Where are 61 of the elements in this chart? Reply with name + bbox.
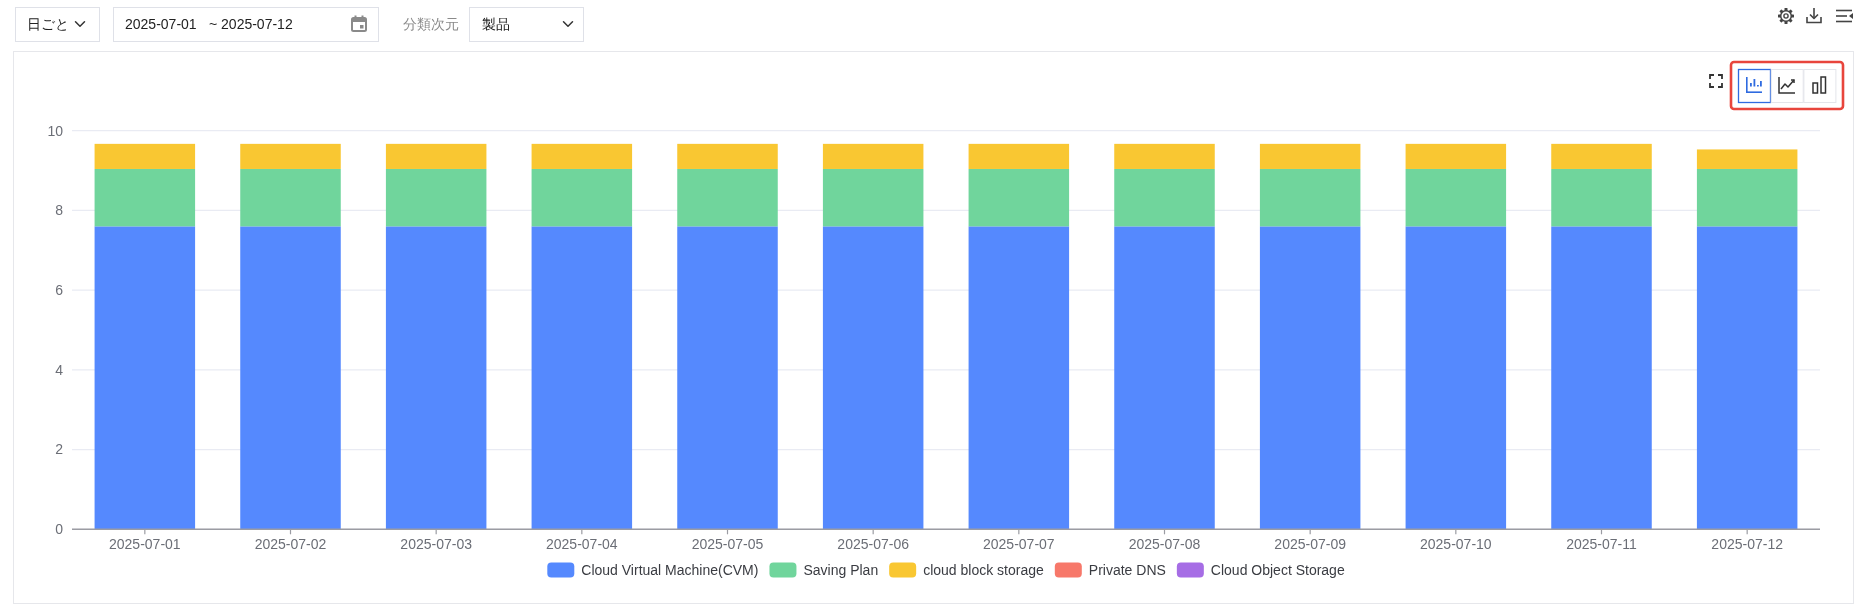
bar xyxy=(1259,143,1361,169)
y-tick-label: 2 xyxy=(55,441,64,458)
x-tick-label: 2025-07-10 xyxy=(1420,535,1492,552)
bar xyxy=(240,226,341,530)
bar xyxy=(385,143,487,169)
x-tick-label: 2025-07-04 xyxy=(546,535,618,552)
y-tick-label: 6 xyxy=(55,282,64,299)
bar xyxy=(1551,143,1652,169)
bar xyxy=(94,226,196,530)
bar xyxy=(1405,226,1507,530)
x-tick-label: 2025-07-06 xyxy=(837,535,910,552)
bar xyxy=(822,168,924,227)
bar xyxy=(968,143,1070,169)
bar xyxy=(385,226,487,530)
bar xyxy=(1696,168,1798,227)
legend-label: Cloud Object Storage xyxy=(1210,561,1345,578)
bar xyxy=(94,143,196,169)
bar xyxy=(1405,168,1507,227)
bar xyxy=(1114,143,1215,169)
x-tick-label: 2025-07-12 xyxy=(1711,535,1784,552)
bar xyxy=(677,143,778,169)
y-tick-label: 4 xyxy=(55,361,64,378)
plot-area: 0 2 4 6 8 10 xyxy=(47,122,1821,538)
bar xyxy=(822,143,924,169)
bar xyxy=(531,143,633,169)
bar xyxy=(1114,226,1215,530)
bar xyxy=(94,168,196,227)
x-tick-label: 2025-07-09 xyxy=(1274,535,1347,552)
bar xyxy=(531,226,633,530)
bar xyxy=(822,226,924,530)
x-tick-label: 2025-07-07 xyxy=(983,535,1055,552)
bar xyxy=(240,143,341,169)
bar xyxy=(968,226,1070,530)
bar xyxy=(531,168,633,227)
bar xyxy=(1696,149,1798,169)
legend-label: cloud block storage xyxy=(923,561,1044,578)
bar xyxy=(1114,168,1215,227)
bar xyxy=(1405,143,1507,169)
legend-label: Saving Plan xyxy=(803,561,879,578)
bar xyxy=(1259,168,1361,227)
bar xyxy=(968,168,1070,227)
x-tick-label: 2025-07-05 xyxy=(691,535,764,552)
x-tick-label: 2025-07-08 xyxy=(1128,535,1201,552)
toolbar: 日ごと 2025-07-01 ~ 2025-07-12 分類次元 製品 xyxy=(15,7,584,42)
x-tick-label: 2025-07-02 xyxy=(254,535,327,552)
y-tick-label: 10 xyxy=(47,122,64,139)
bar xyxy=(240,168,341,227)
x-tick-label: 2025-07-11 xyxy=(1566,535,1637,552)
legend-label: Cloud Virtual Machine(CVM) xyxy=(581,561,759,578)
bar xyxy=(677,226,778,530)
bar xyxy=(385,168,487,227)
bar xyxy=(677,168,778,227)
bar xyxy=(1551,226,1652,530)
bar xyxy=(1696,226,1798,530)
bar xyxy=(1551,168,1652,227)
x-tick-label: 2025-07-03 xyxy=(400,535,473,552)
legend-label: Private DNS xyxy=(1088,561,1166,578)
y-tick-label: 0 xyxy=(55,521,64,538)
bar xyxy=(1259,226,1361,530)
x-tick-label: 2025-07-01 xyxy=(109,535,181,552)
y-tick-label: 8 xyxy=(55,202,64,219)
